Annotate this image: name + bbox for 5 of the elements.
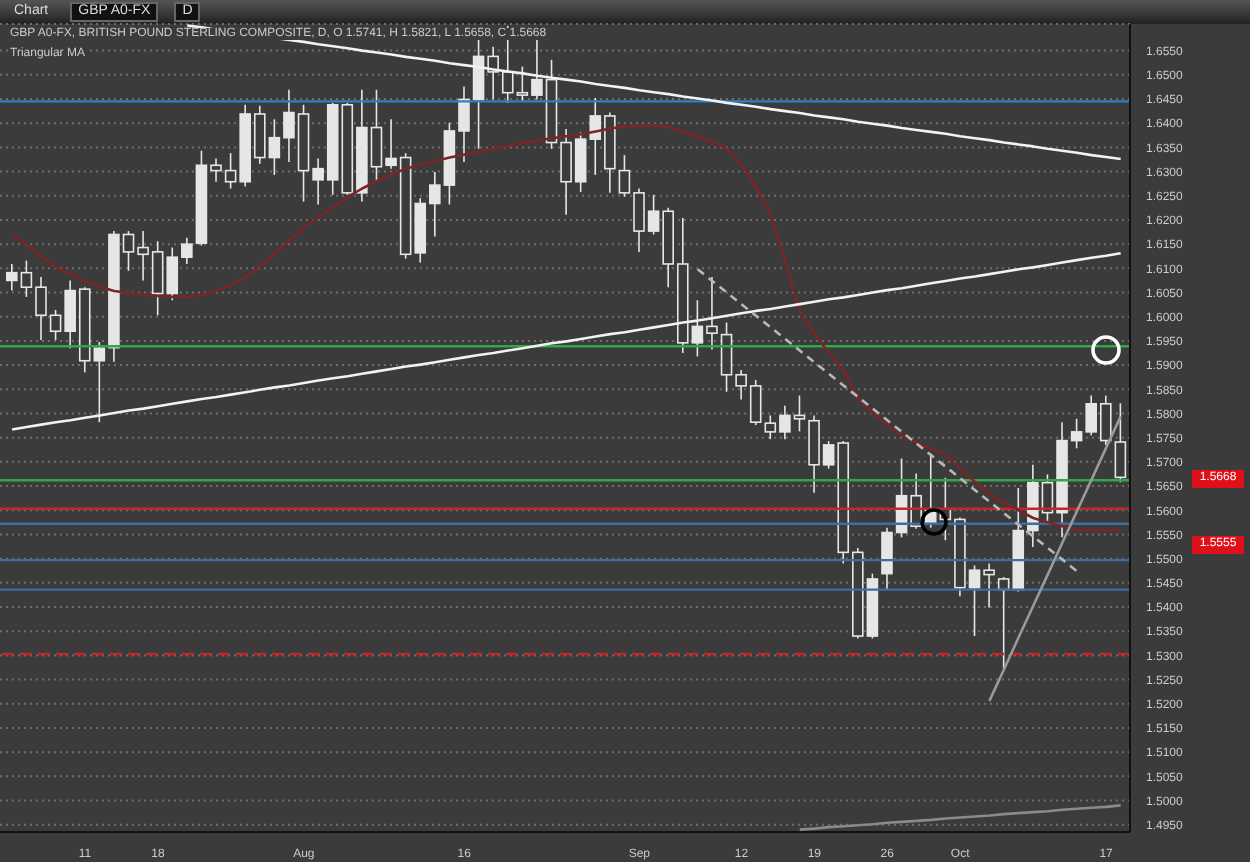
line-series — [798, 804, 1122, 831]
line-series — [10, 252, 1122, 431]
line-series — [988, 415, 1122, 703]
candlestick — [1114, 402, 1127, 483]
line-series — [696, 268, 1079, 573]
